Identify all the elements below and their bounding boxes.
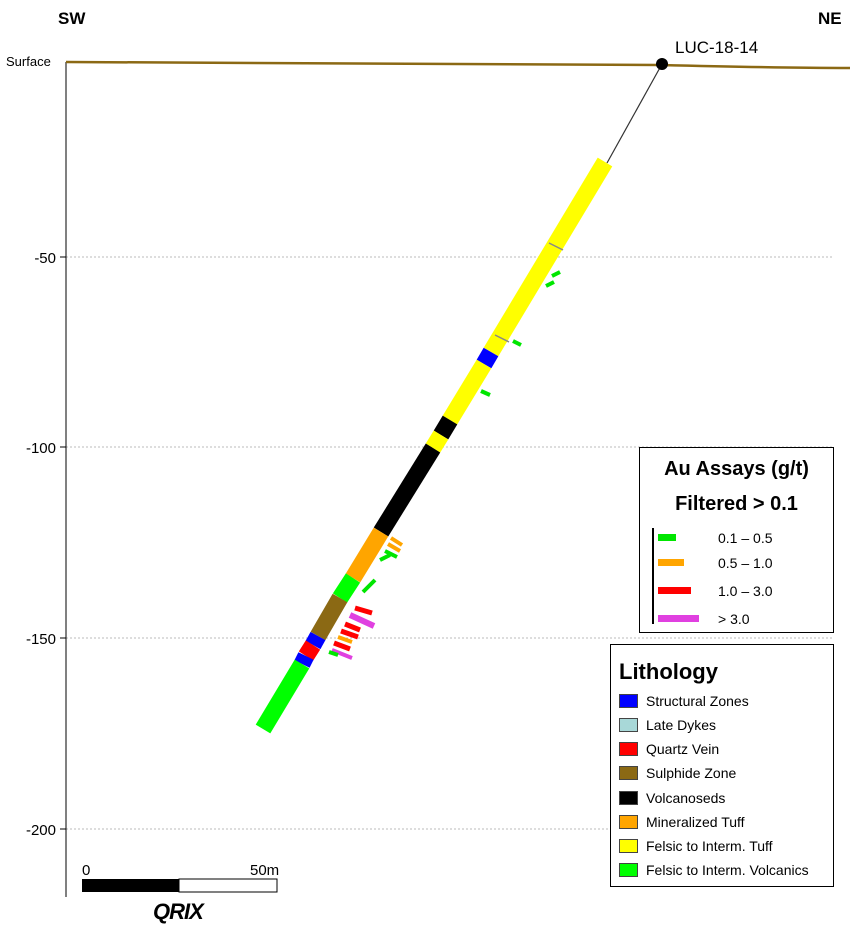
- interval-structural-zone: [305, 631, 326, 650]
- surface-line: [65, 60, 851, 70]
- assay-bars: [328, 270, 561, 660]
- interval-sulphide-zone: [310, 593, 348, 641]
- assay-swatch-very-high: [658, 615, 699, 622]
- tick-label-200: -200: [26, 822, 56, 839]
- tick-label-100: -100: [26, 440, 56, 457]
- lithology-legend-label: Felsic to Interm. Volcanics: [646, 862, 809, 878]
- lithology-legend-item: Felsic to Interm. Tuff: [619, 837, 829, 857]
- interval-felsic-tuff: [442, 359, 492, 425]
- interval-quartz-vein: [298, 640, 321, 661]
- company-logo: QRIX: [153, 899, 205, 924]
- lithology-swatch: [619, 815, 638, 829]
- lithology-legend-item: Structural Zones: [619, 692, 829, 712]
- lithology-legend-item: Sulphide Zone: [619, 764, 829, 784]
- assay-bar: [344, 621, 361, 633]
- assay-swatch-low: [658, 534, 676, 541]
- surface-label: Surface: [6, 54, 51, 69]
- lithology-swatch: [619, 694, 638, 708]
- interval-volcanoseds: [373, 443, 441, 537]
- tick-label-50: -50: [34, 250, 56, 267]
- interval-felsic-volcanics: [332, 573, 361, 603]
- assay-swatch-high: [658, 587, 691, 594]
- lithology-legend-title: Lithology: [619, 659, 718, 684]
- lithology-swatch: [619, 863, 638, 877]
- assay-legend-axis: [652, 528, 654, 624]
- drillhole-collar-marker: [656, 58, 668, 70]
- assay-legend-label: > 3.0: [718, 611, 750, 627]
- assay-legend-item: 0.5 – 1.0: [658, 553, 828, 573]
- axis-ticks: [60, 256, 66, 830]
- assay-bar: [386, 542, 402, 553]
- assay-bar: [389, 536, 404, 547]
- lithology-legend-item: Quartz Vein: [619, 740, 829, 760]
- orientation-right: NE: [818, 9, 842, 28]
- interval-felsic-volcanics: [255, 659, 310, 734]
- interval-structural-zone: [294, 652, 314, 668]
- drillhole-trace: [606, 63, 663, 164]
- lithology-legend: Lithology Structural Zones Late Dykes Qu…: [610, 644, 834, 887]
- assay-bar: [545, 280, 555, 288]
- lithology-legend-label: Mineralized Tuff: [646, 814, 745, 830]
- assay-legend-title-line2: Filtered > 0.1: [675, 493, 798, 515]
- assay-bar: [361, 578, 377, 594]
- assay-bar: [551, 270, 561, 278]
- assay-legend-item: > 3.0: [658, 609, 828, 629]
- drillhole-name: LUC-18-14: [675, 38, 758, 57]
- orientation-left: SW: [58, 9, 86, 28]
- assay-bar: [379, 553, 391, 562]
- lithology-swatch: [619, 718, 638, 732]
- assay-bar: [480, 389, 491, 397]
- lithology-legend-label: Felsic to Interm. Tuff: [646, 838, 773, 854]
- assay-bar: [348, 612, 376, 629]
- scale-bar: [82, 878, 278, 893]
- assay-bar: [331, 648, 353, 660]
- assay-bar: [337, 635, 353, 644]
- assay-legend-item: 0.1 – 0.5: [658, 528, 828, 548]
- assay-legend-label: 0.5 – 1.0: [718, 555, 773, 571]
- scale-bar-end-label: 50m: [250, 862, 279, 879]
- lithology-contacts: [494, 242, 564, 343]
- lithology-legend-label: Quartz Vein: [646, 741, 720, 757]
- lithology-intervals: [255, 157, 613, 734]
- lithology-legend-label: Sulphide Zone: [646, 765, 737, 781]
- interval-mineralized-tuff: [345, 527, 389, 583]
- lithology-legend-label: Structural Zones: [646, 693, 749, 709]
- interval-structural-zone: [476, 347, 499, 369]
- lithology-legend-item: Late Dykes: [619, 716, 829, 736]
- tick-label-150: -150: [26, 631, 56, 648]
- assay-legend-item: 1.0 – 3.0: [658, 581, 828, 601]
- assay-bar: [384, 549, 398, 559]
- lithology-legend-item: Volcanoseds: [619, 789, 829, 809]
- interval-felsic-tuff: [425, 430, 449, 453]
- lithology-swatch: [619, 766, 638, 780]
- interval-volcanoseds: [433, 415, 458, 440]
- lithology-swatch: [619, 742, 638, 756]
- assay-bar: [354, 605, 373, 616]
- lithology-swatch: [619, 839, 638, 853]
- scale-bar-start-label: 0: [82, 862, 90, 879]
- lithology-legend-label: Late Dykes: [646, 717, 717, 733]
- assay-bar: [340, 628, 359, 640]
- assay-bar: [512, 339, 522, 347]
- assay-legend-title-line1: Au Assays (g/t): [664, 458, 809, 480]
- assay-legend: Au Assays (g/t) Filtered > 0.1 0.1 – 0.5…: [639, 447, 834, 633]
- assay-legend-label: 0.1 – 0.5: [718, 530, 773, 546]
- lithology-legend-label: Volcanoseds: [646, 790, 726, 806]
- assay-legend-label: 1.0 – 3.0: [718, 583, 773, 599]
- assay-bar: [328, 650, 339, 657]
- assay-swatch-medium: [658, 559, 684, 566]
- interval-felsic-tuff: [483, 157, 613, 357]
- lithology-legend-item: Felsic to Interm. Volcanics: [619, 861, 829, 881]
- lithology-legend-item: Mineralized Tuff: [619, 813, 829, 833]
- lithology-swatch: [619, 791, 638, 805]
- assay-bar: [333, 640, 351, 652]
